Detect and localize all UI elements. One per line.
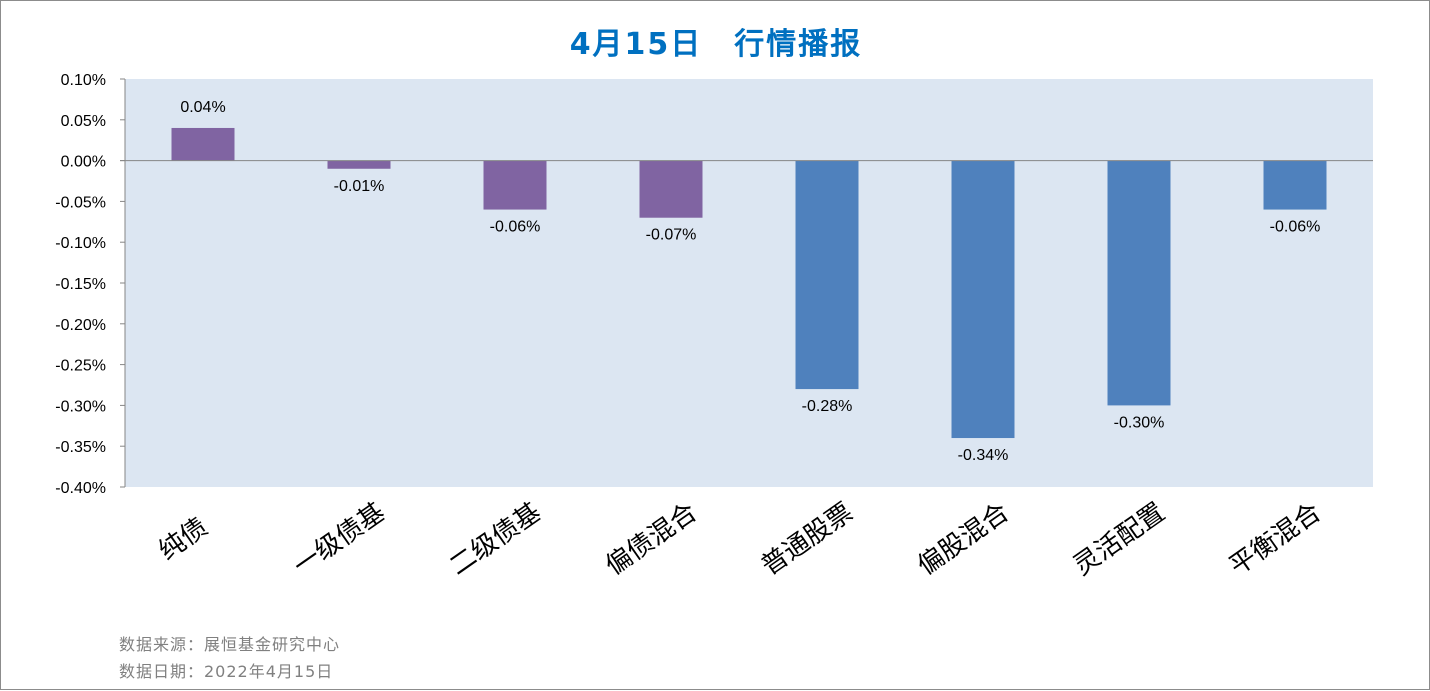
y-tick-label: -0.15% <box>55 276 106 293</box>
bar <box>951 160 1015 439</box>
chart-title: 4月15日 行情播报 <box>570 27 863 62</box>
category-label: 纯债 <box>154 512 214 566</box>
category-label: 一级债基 <box>288 497 390 581</box>
data-label: -0.01% <box>334 178 385 195</box>
y-tick-label: 0.00% <box>61 154 106 171</box>
data-label: 0.04% <box>180 99 225 116</box>
category-label: 偏债混合 <box>600 497 702 581</box>
bar <box>327 160 391 169</box>
data-label: -0.06% <box>1270 219 1321 236</box>
category-label: 二级债基 <box>444 497 546 581</box>
data-label: -0.30% <box>1114 414 1165 431</box>
y-tick-label: -0.20% <box>55 317 106 334</box>
bar <box>483 160 547 210</box>
data-label: -0.34% <box>958 447 1009 464</box>
bar <box>1107 160 1171 406</box>
data-source-note: 数据来源：展恒基金研究中心 <box>119 635 341 654</box>
y-tick-label: -0.40% <box>55 480 106 497</box>
plot-area <box>125 79 1373 487</box>
y-tick-label: -0.35% <box>55 439 106 456</box>
bar <box>639 160 703 218</box>
data-label: -0.07% <box>646 227 697 244</box>
bar <box>795 160 859 390</box>
y-tick-label: -0.05% <box>55 194 106 211</box>
y-tick-label: -0.25% <box>55 358 106 375</box>
y-tick-label: -0.30% <box>55 398 106 415</box>
data-label: -0.06% <box>490 219 541 236</box>
data-date-note: 数据日期：2022年4月15日 <box>119 662 334 681</box>
y-tick-label: 0.10% <box>61 72 106 89</box>
bar <box>171 127 235 161</box>
category-label: 平衡混合 <box>1224 497 1326 581</box>
bar <box>1263 160 1327 210</box>
data-label: -0.28% <box>802 398 853 415</box>
category-label: 灵活配置 <box>1068 497 1170 581</box>
y-tick-label: -0.10% <box>55 235 106 252</box>
y-tick-label: 0.05% <box>61 113 106 130</box>
category-label: 普通股票 <box>756 497 858 581</box>
category-label: 偏股混合 <box>912 497 1014 581</box>
